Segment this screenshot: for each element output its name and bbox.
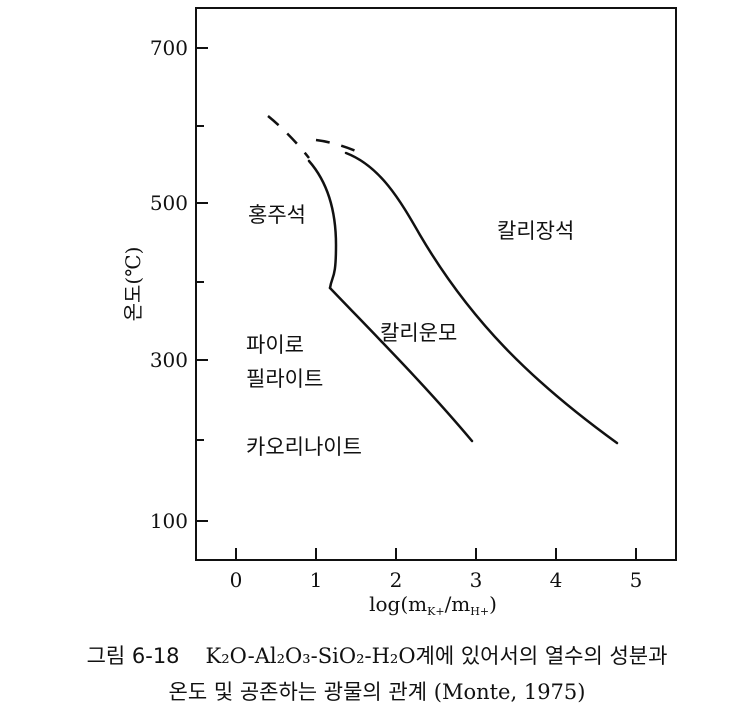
caption-text-1: K₂O-Al₂O₃-SiO₂-H₂O계에 있어서의 열수의 성분과 (205, 644, 668, 668)
region-label-kfeldspar: 칼리장석 (497, 219, 574, 243)
y-tick-label-100: 100 (150, 509, 188, 533)
x-axis-title-sep: /m (445, 592, 471, 616)
boundary-kfeldspar-dashed (315, 138, 357, 153)
x-axis-title: log(mK+/mH+) (369, 592, 497, 618)
plot-frame (195, 7, 677, 561)
y-axis-title: 온도(℃) (121, 247, 145, 322)
region-label-pyrophyllite-1: 파이로 (246, 333, 304, 357)
x-tick-label-2: 2 (390, 568, 403, 592)
x-axis-title-h: H+ (470, 605, 489, 618)
boundary-kfeldspar-muscovite (344, 151, 619, 445)
boundary-andalusite-pyrophyllite (307, 159, 338, 290)
y-tick-label-300: 300 (150, 348, 188, 372)
y-tick-label-700: 700 (150, 36, 188, 60)
boundary-muscovite-kaolinite (328, 286, 474, 443)
region-label-muscovite: 칼리운모 (380, 321, 457, 345)
x-tick-label-1: 1 (310, 568, 323, 592)
x-tick-label-0: 0 (230, 568, 243, 592)
region-label-kaolinite: 카오리나이트 (246, 435, 362, 459)
x-axis-title-end: ) (489, 592, 497, 616)
caption-line-2: 온도 및 공존하는 광물의 관계 (Monte, 1975) (0, 676, 754, 706)
region-label-andalusite: 홍주석 (248, 203, 306, 227)
figure-label: 그림 6-18 (86, 644, 180, 668)
caption-text-2: 온도 및 공존하는 광물의 관계 (Monte, 1975) (168, 680, 586, 704)
x-axis-title-k: K+ (427, 605, 444, 618)
y-tick-label-500: 500 (150, 191, 188, 215)
boundary-andalusite-dashed (267, 115, 310, 159)
phase-diagram: 700 500 300 100 0 1 2 3 4 5 온도(℃) log(mK… (121, 7, 677, 618)
x-axis-title-start: log(m (369, 592, 427, 616)
x-tick-label-4: 4 (550, 568, 563, 592)
x-tick-label-3: 3 (470, 568, 483, 592)
region-label-pyrophyllite-2: 필라이트 (246, 367, 323, 391)
x-tick-label-5: 5 (630, 568, 643, 592)
caption-line-1: 그림 6-18 K₂O-Al₂O₃-SiO₂-H₂O계에 있어서의 열수의 성분과 (0, 640, 754, 670)
